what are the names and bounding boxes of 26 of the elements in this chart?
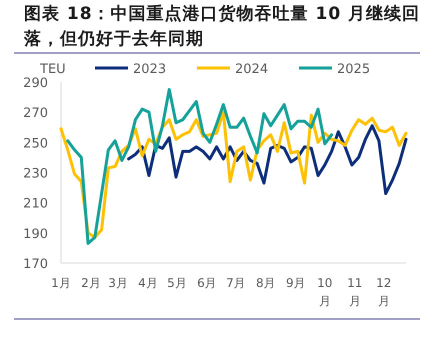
x-tick-label: 5月: [167, 276, 187, 290]
x-tick-label: 2月: [81, 276, 101, 290]
y-axis-title: TEU: [39, 62, 66, 77]
y-tick-label: 210: [23, 196, 48, 212]
y-tick-label: 170: [23, 257, 48, 272]
line-series: [127, 124, 408, 196]
x-tick-label: 6月: [197, 276, 217, 290]
legend-label: 2024: [235, 62, 268, 77]
legend-label: 2023: [133, 62, 166, 77]
x-tick-label: 10月: [317, 276, 332, 308]
x-tick-label: 11月: [347, 276, 362, 308]
y-tick-label: 230: [23, 166, 48, 182]
x-tick-label: 8月: [256, 276, 276, 290]
x-tick-label: 3月: [108, 276, 128, 290]
x-tick-label: 9月: [286, 276, 306, 290]
legend-label: 2025: [337, 62, 370, 77]
chart-title: 图表 18：中国重点港口货物吞吐量 10 月继续回落，但仍好于去年同期: [24, 3, 422, 51]
line-series: [66, 88, 334, 245]
x-tick-label: 1月: [51, 276, 71, 290]
y-tick-label: 270: [23, 106, 48, 122]
x-tick-label: 12月: [376, 276, 392, 308]
y-tick-label: 250: [23, 136, 48, 152]
x-tick-label: 7月: [226, 276, 246, 290]
x-tick-label: 4月: [138, 276, 158, 290]
y-tick-label: 190: [23, 226, 48, 242]
y-tick-label: 290: [23, 76, 48, 91]
